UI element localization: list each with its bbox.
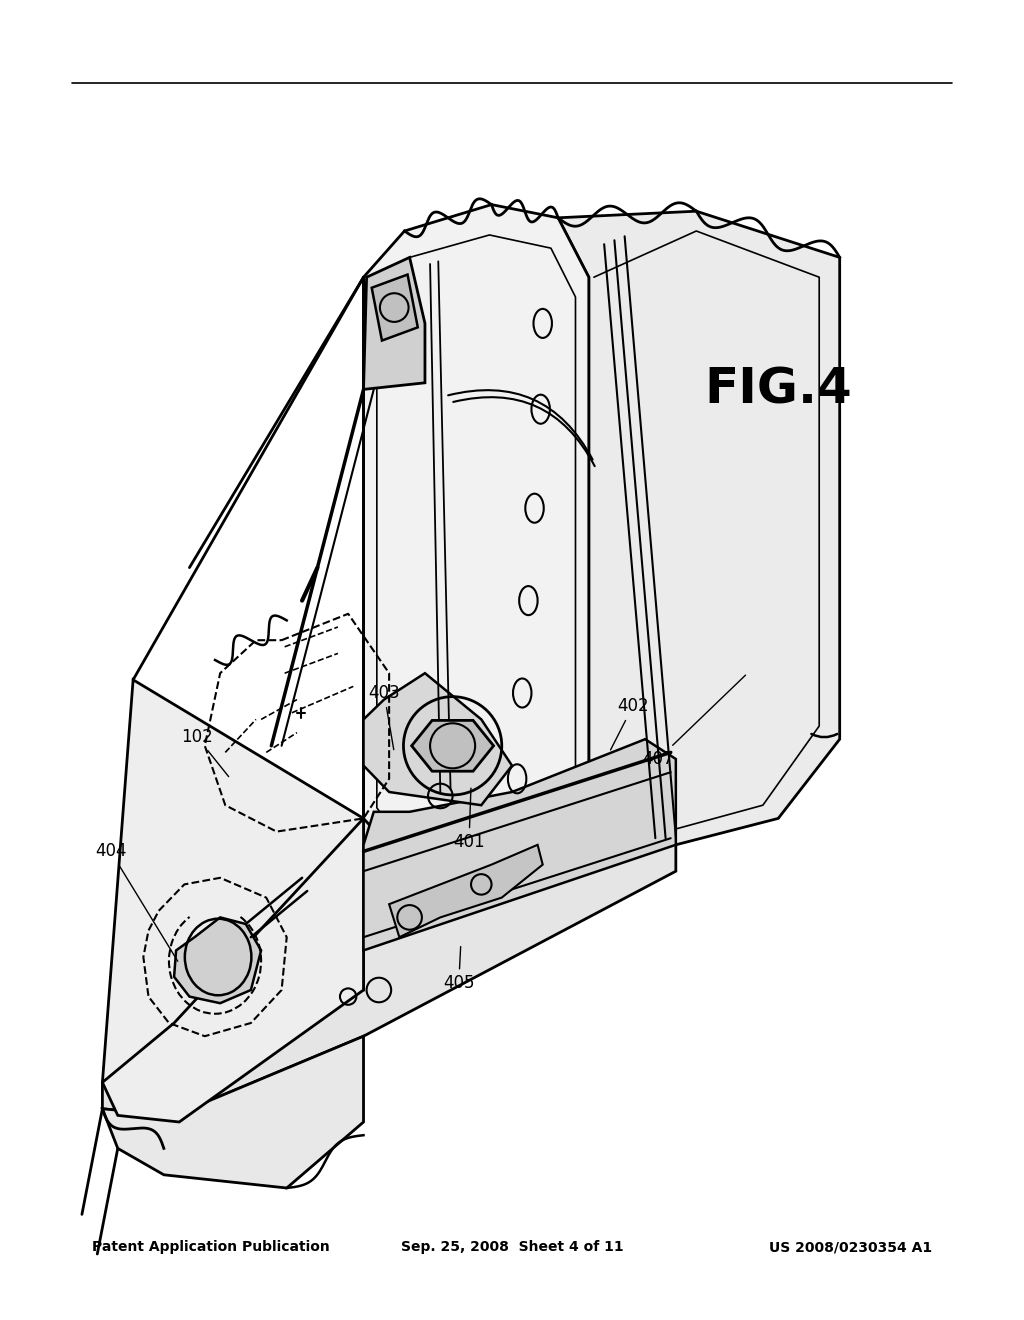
Polygon shape (412, 721, 494, 771)
FancyArrowPatch shape (449, 391, 593, 459)
Text: 405: 405 (443, 946, 474, 993)
Text: 102: 102 (180, 727, 228, 776)
Text: FIG.4: FIG.4 (705, 366, 852, 413)
Polygon shape (364, 257, 425, 389)
Polygon shape (102, 1036, 364, 1188)
Text: US 2008/0230354 A1: US 2008/0230354 A1 (769, 1241, 932, 1254)
Polygon shape (372, 275, 418, 341)
Polygon shape (102, 680, 364, 1122)
Polygon shape (364, 739, 676, 950)
Polygon shape (174, 917, 261, 1003)
FancyArrowPatch shape (454, 397, 595, 466)
Text: 403: 403 (369, 684, 399, 750)
Text: Sep. 25, 2008  Sheet 4 of 11: Sep. 25, 2008 Sheet 4 of 11 (400, 1241, 624, 1254)
Polygon shape (102, 818, 676, 1115)
Text: 401: 401 (454, 788, 484, 851)
Polygon shape (558, 211, 840, 845)
Text: Patent Application Publication: Patent Application Publication (92, 1241, 330, 1254)
Polygon shape (364, 673, 512, 805)
Text: 404: 404 (95, 842, 178, 961)
Text: 407: 407 (643, 675, 745, 768)
Polygon shape (389, 845, 543, 937)
Polygon shape (364, 205, 589, 858)
Text: 402: 402 (610, 697, 648, 750)
